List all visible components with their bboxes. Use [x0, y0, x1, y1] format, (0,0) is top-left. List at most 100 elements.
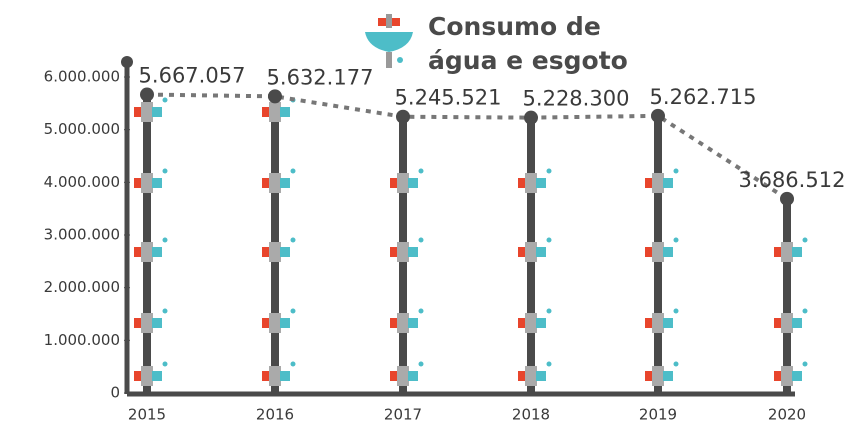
fitting: [525, 173, 537, 193]
fitting: [645, 371, 653, 381]
fitting: [645, 318, 653, 328]
drop: [163, 309, 168, 314]
drop: [163, 98, 168, 103]
fitting: [141, 313, 153, 333]
fitting: [518, 371, 526, 381]
fitting: [663, 178, 673, 188]
fitting: [262, 107, 270, 117]
fitting: [152, 318, 162, 328]
y-tick-label: 1.000.000: [44, 331, 120, 349]
fitting: [536, 371, 546, 381]
fitting: [269, 313, 281, 333]
fitting: [663, 318, 673, 328]
x-tick-label: 2018: [512, 406, 550, 424]
fitting: [390, 178, 398, 188]
chart-title: Consumo de água e esgoto: [428, 10, 628, 78]
fitting: [525, 366, 537, 386]
fitting: [652, 366, 664, 386]
faucet-icon: [365, 14, 413, 68]
fitting: [536, 318, 546, 328]
chart: 01.000.0002.000.0003.000.0004.000.0005.0…: [0, 0, 846, 426]
fitting: [525, 242, 537, 262]
fitting: [652, 313, 664, 333]
page: 01.000.0002.000.0003.000.0004.000.0005.0…: [0, 0, 846, 426]
fitting: [262, 178, 270, 188]
drop: [674, 309, 679, 314]
fitting: [152, 107, 162, 117]
fitting: [518, 178, 526, 188]
drop: [291, 309, 296, 314]
fitting: [792, 318, 802, 328]
fitting: [652, 242, 664, 262]
drop: [803, 309, 808, 314]
fitting: [645, 178, 653, 188]
fitting: [134, 371, 142, 381]
fitting: [262, 247, 270, 257]
fitting: [792, 247, 802, 257]
drop: [291, 362, 296, 367]
fitting: [408, 371, 418, 381]
x-tick-label: 2016: [256, 406, 294, 424]
point: [396, 110, 410, 124]
value-label: 5.228.300: [523, 87, 630, 111]
fitting: [280, 371, 290, 381]
drop: [674, 238, 679, 243]
fitting: [134, 107, 142, 117]
drop: [803, 238, 808, 243]
drop: [547, 238, 552, 243]
drop: [419, 309, 424, 314]
fitting: [262, 318, 270, 328]
fitting: [408, 247, 418, 257]
fitting: [280, 247, 290, 257]
drop: [419, 362, 424, 367]
fitting: [152, 371, 162, 381]
drop: [419, 169, 424, 174]
drop: [674, 362, 679, 367]
point: [651, 109, 665, 123]
drop: [163, 238, 168, 243]
drop: [419, 238, 424, 243]
fitting: [269, 366, 281, 386]
fitting: [408, 178, 418, 188]
y-tick-label: 2.000.000: [44, 278, 120, 296]
fitting: [397, 366, 409, 386]
bar: [783, 199, 791, 393]
fitting: [652, 173, 664, 193]
fitting: [792, 371, 802, 381]
fitting: [781, 366, 793, 386]
drop: [803, 362, 808, 367]
fitting: [397, 242, 409, 262]
fitting: [663, 371, 673, 381]
x-tick-label: 2017: [384, 406, 422, 424]
fitting: [280, 318, 290, 328]
fitting: [774, 371, 782, 381]
drop: [547, 309, 552, 314]
x-tick-label: 2015: [128, 406, 166, 424]
value-label: 5.667.057: [139, 64, 246, 88]
point: [524, 111, 538, 125]
fitting: [518, 318, 526, 328]
y-tick-label: 3.000.000: [44, 226, 120, 244]
fitting: [152, 247, 162, 257]
fitting: [774, 247, 782, 257]
fitting: [280, 178, 290, 188]
drop: [547, 362, 552, 367]
fitting: [152, 178, 162, 188]
drop: [163, 169, 168, 174]
point: [140, 88, 154, 102]
fitting: [663, 247, 673, 257]
fitting: [397, 313, 409, 333]
fitting: [408, 318, 418, 328]
x-tick-label: 2020: [768, 406, 806, 424]
point: [780, 192, 794, 206]
fitting: [518, 247, 526, 257]
fitting: [536, 178, 546, 188]
fitting: [390, 247, 398, 257]
value-label: 3.686.512: [739, 168, 846, 192]
fitting: [141, 173, 153, 193]
fitting: [390, 371, 398, 381]
value-label: 5.245.521: [395, 86, 502, 110]
fitting: [781, 313, 793, 333]
drop: [291, 169, 296, 174]
y-tick-label: 4.000.000: [44, 173, 120, 191]
